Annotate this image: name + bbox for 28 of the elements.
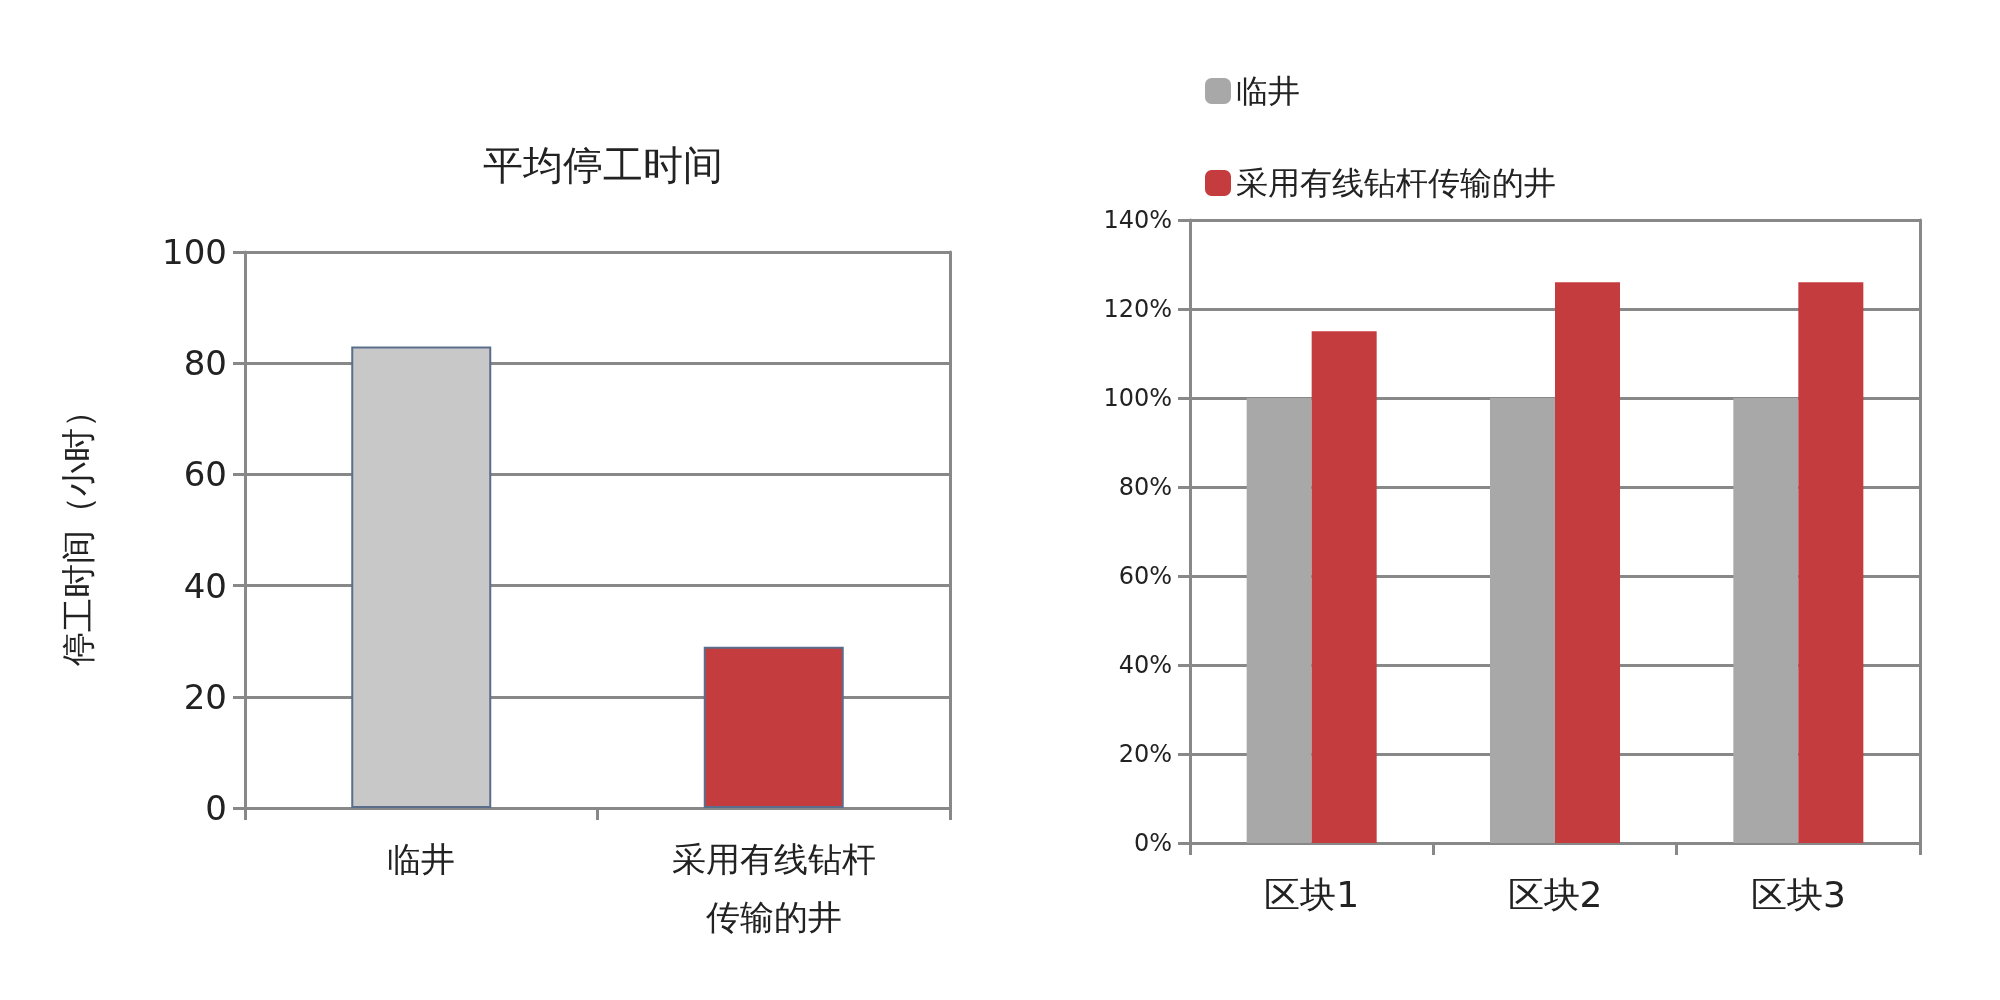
y-tick-label: 60% xyxy=(1118,562,1172,590)
y-tick-label: 100% xyxy=(1103,384,1172,412)
x-tick-label: 区块3 xyxy=(1750,873,1846,915)
bar xyxy=(1555,282,1620,843)
legend-label: 采用有线钻杆传输的井 xyxy=(1236,164,1556,202)
legend-label: 临井 xyxy=(1236,72,1300,110)
bar xyxy=(1490,398,1555,843)
chart-title: 平均停工时间 xyxy=(482,142,723,188)
x-tick-label: 区块2 xyxy=(1507,873,1603,915)
y-tick-label: 120% xyxy=(1103,295,1172,323)
y-tick-label: 0% xyxy=(1133,829,1172,857)
y-axis-title: 停工时间（小时） xyxy=(58,394,98,666)
y-tick-label: 20 xyxy=(183,676,227,717)
bar xyxy=(1311,331,1377,843)
y-tick-label: 80% xyxy=(1118,473,1172,501)
x-tick-label: 区块1 xyxy=(1264,873,1360,915)
y-tick-label: 100 xyxy=(162,232,227,272)
bar xyxy=(1798,282,1864,843)
x-tick-label: 采用有线钻杆传输的井 xyxy=(671,839,876,937)
y-tick-label: 80 xyxy=(183,343,227,384)
y-tick-label: 40% xyxy=(1118,651,1172,679)
bar xyxy=(1733,398,1799,843)
y-tick-label: 20% xyxy=(1118,740,1172,768)
y-tick-label: 60 xyxy=(183,454,227,495)
bar xyxy=(1246,398,1312,843)
y-tick-label: 140% xyxy=(1103,206,1172,234)
y-tick-label: 40 xyxy=(183,565,227,606)
y-tick-label: 0 xyxy=(205,788,227,828)
